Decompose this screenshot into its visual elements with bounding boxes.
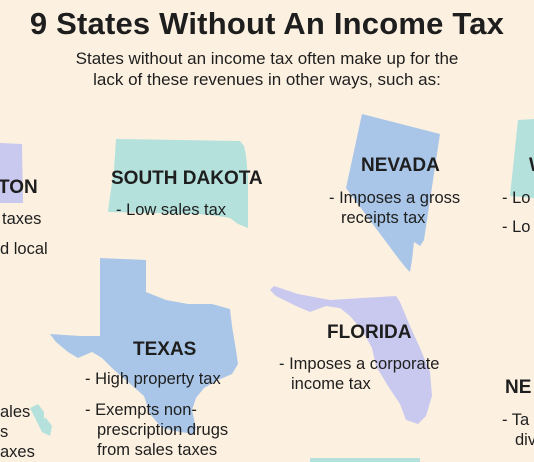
wyoming-shape: [510, 119, 534, 198]
nevada-shape: [346, 114, 440, 272]
new-hampshire-label: NE: [505, 377, 532, 398]
washington-note-1: taxes: [2, 210, 42, 228]
texas-note-1: - High property tax: [85, 370, 221, 388]
subtitle-line-2: lack of these revenues in other ways, su…: [93, 70, 441, 89]
alaska-note-3: axes: [0, 443, 35, 461]
texas-note-3: prescription drugs: [97, 421, 229, 439]
new-hampshire-note-2: div: [515, 431, 534, 449]
nevada-label: NEVADA: [361, 155, 440, 176]
texas-note-4: from sales taxes: [97, 441, 218, 459]
florida-label: FLORIDA: [327, 322, 412, 343]
page-subtitle: States without an income tax often make …: [40, 48, 494, 90]
subtitle-line-1: States without an income tax often make …: [75, 49, 459, 68]
wyoming-note-2: - Lo: [502, 218, 531, 236]
south-dakota-note-1: - Low sales tax: [116, 201, 227, 219]
florida-note-1: - Imposes a corporate: [279, 355, 440, 373]
nevada-note-1: - Imposes a gross: [329, 189, 461, 207]
texas-note-2: - Exempts non-: [85, 401, 197, 419]
washington-shape: [0, 143, 23, 203]
wyoming-label: W: [529, 155, 534, 177]
bottom-shape-strip: [310, 458, 420, 462]
washington-note-2: d local: [0, 240, 48, 258]
new-hampshire-note-1: - Ta: [502, 411, 530, 429]
alaska-island-shape-2: [36, 418, 52, 436]
nevada-note-2: receipts tax: [341, 209, 426, 227]
texas-label: TEXAS: [133, 339, 197, 360]
south-dakota-shape: [108, 139, 248, 228]
washington-label: TON: [0, 177, 38, 198]
south-dakota-label: SOUTH DAKOTA: [111, 168, 263, 189]
wyoming-note-1: - Lo: [502, 189, 531, 207]
page-title: 9 States Without An Income Tax: [29, 6, 505, 41]
florida-note-2: income tax: [291, 375, 371, 393]
florida-shape: [270, 286, 432, 424]
alaska-note-2: s: [0, 423, 9, 441]
alaska-note-1: ales: [0, 403, 31, 421]
texas-shape: [50, 258, 238, 434]
alaska-island-shape-1: [30, 404, 44, 422]
